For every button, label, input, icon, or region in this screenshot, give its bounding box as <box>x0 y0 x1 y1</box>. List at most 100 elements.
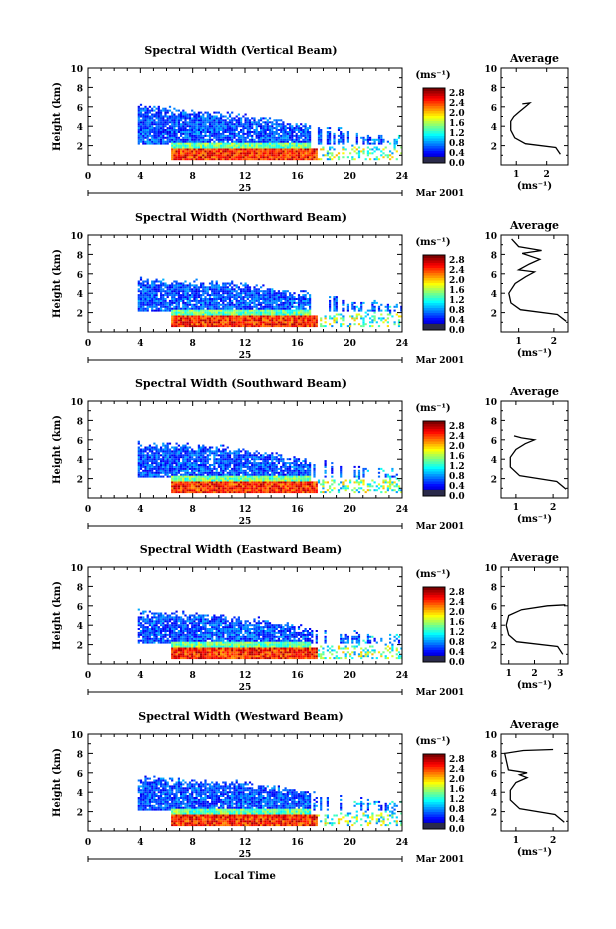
heatmap-cell <box>251 144 254 147</box>
heatmap-cell <box>297 298 301 300</box>
heatmap-cell <box>244 146 247 149</box>
heatmap-cell <box>242 491 245 494</box>
heatmap-cell <box>217 136 220 139</box>
heatmap-cell <box>182 479 185 482</box>
heatmap-cell <box>157 462 160 465</box>
heatmap-cell <box>144 469 147 472</box>
heatmap-cell <box>180 142 183 145</box>
heatmap-cell <box>277 315 280 318</box>
heatmap-cell <box>191 473 194 476</box>
heatmap-cell <box>206 309 209 312</box>
heatmap-cell <box>175 144 178 147</box>
heatmap-cell <box>204 462 207 465</box>
heatmap-cell <box>144 450 147 453</box>
heatmap-cell <box>268 131 272 133</box>
heatmap-cell <box>248 325 252 328</box>
heatmap-cell <box>160 465 163 468</box>
heatmap-cell <box>157 458 160 461</box>
heatmap-cell <box>204 117 207 120</box>
heatmap-cell <box>142 303 145 306</box>
heatmap-cell <box>197 294 200 297</box>
heatmap-cell <box>262 485 265 488</box>
heatmap-cell <box>231 286 234 289</box>
heatmap-cell <box>282 121 285 124</box>
heatmap-cell <box>144 117 147 120</box>
heatmap-cell <box>153 142 156 145</box>
heatmap-cell <box>151 121 154 124</box>
heatmap-cell <box>211 464 214 466</box>
heatmap-cell <box>373 299 376 302</box>
heatmap-cell <box>184 119 187 122</box>
heatmap-cell <box>264 140 267 143</box>
heatmap-cell <box>233 140 236 143</box>
heatmap-cell <box>255 471 258 474</box>
heatmap-cell <box>246 317 249 320</box>
heatmap-cell <box>202 471 205 474</box>
heatmap-cell <box>206 146 209 149</box>
heatmap-cell <box>264 317 267 320</box>
heatmap-cell <box>175 319 178 322</box>
heatmap-cell <box>304 158 307 161</box>
heatmap-cell <box>302 152 305 155</box>
heatmap-cell <box>204 479 207 482</box>
heatmap-cell <box>191 319 194 322</box>
heatmap-cell <box>253 479 256 482</box>
heatmap-cell <box>206 450 209 453</box>
colorbar-swatch <box>423 300 445 303</box>
heatmap-cell <box>200 142 203 145</box>
heatmap-cell <box>206 125 209 128</box>
heatmap-cell <box>148 305 151 308</box>
heatmap-cell <box>291 152 294 155</box>
heatmap-cell <box>377 305 381 308</box>
heatmap-cell <box>228 113 232 116</box>
heatmap-cell <box>224 317 227 320</box>
colorbar-swatch <box>423 110 445 114</box>
heatmap-cell <box>293 134 296 137</box>
heatmap-cell <box>264 452 267 455</box>
heatmap-cell <box>166 448 169 451</box>
heatmap-cell <box>393 323 396 326</box>
heatmap-cell <box>180 288 183 291</box>
x-tick-label: 0 <box>85 339 91 349</box>
heatmap-cell <box>244 136 247 139</box>
heatmap-cell <box>260 140 263 143</box>
heatmap-cell <box>268 464 272 466</box>
heatmap-cell <box>355 313 358 316</box>
heatmap-cell <box>157 109 160 112</box>
heatmap-cell <box>306 309 309 312</box>
heatmap-cell <box>273 296 276 299</box>
heatmap-cell <box>215 280 218 283</box>
heatmap-cell <box>248 294 252 297</box>
colorbar-swatch <box>423 265 445 268</box>
heatmap-cell <box>284 136 287 139</box>
heatmap-cell <box>244 288 247 291</box>
heatmap-cell <box>213 296 216 299</box>
heatmap-cell <box>177 131 180 133</box>
heatmap-cell <box>333 148 336 151</box>
heatmap-cell <box>164 471 167 474</box>
heatmap-cell <box>217 146 220 149</box>
heatmap-cell <box>255 464 258 466</box>
heatmap-cell <box>231 323 234 326</box>
heatmap-cell <box>264 491 267 494</box>
heatmap-cell <box>366 150 369 153</box>
heatmap-cell <box>182 311 185 314</box>
heatmap-cell <box>208 142 212 145</box>
colorbar-swatch <box>423 135 445 139</box>
heatmap-cell <box>197 152 200 155</box>
heatmap-cell <box>191 315 194 318</box>
heatmap-cell <box>340 127 343 130</box>
heatmap-cell <box>273 307 276 310</box>
heatmap-cell <box>231 290 234 293</box>
heatmap-cell <box>313 315 316 318</box>
heatmap-cell <box>329 142 332 145</box>
heatmap-cell <box>166 294 169 297</box>
heatmap-cell <box>257 491 260 494</box>
heatmap-cell <box>137 107 140 110</box>
heatmap-cell <box>197 158 200 161</box>
heatmap-cell <box>282 325 285 328</box>
heatmap-cell <box>337 313 341 316</box>
heatmap-cell <box>175 117 178 120</box>
heatmap-cell <box>240 475 243 478</box>
heatmap-cell <box>291 319 294 322</box>
